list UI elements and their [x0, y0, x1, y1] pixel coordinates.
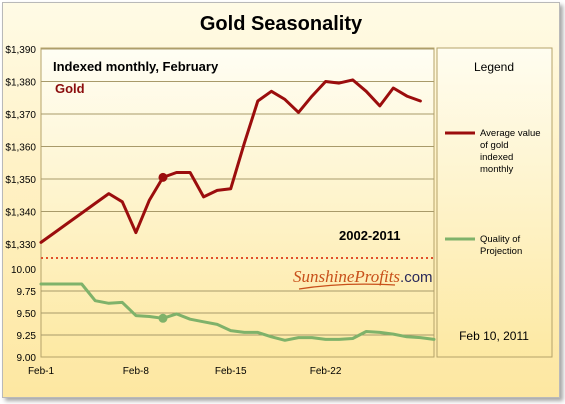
y-axis-ticks: $1,330 $1,340 $1,350 $1,360 $1,370 $1,380 $1,3… [5, 45, 36, 364]
x-tick-label: Feb-1 [28, 366, 55, 377]
y-tick-label-top: $1,370 [5, 110, 36, 121]
y-tick-label-top: $1,340 [5, 208, 36, 219]
series-line [39, 78, 422, 244]
highlight-point [158, 172, 168, 182]
y-tick-label-top: $1,330 [5, 240, 36, 251]
plot-area [40, 47, 435, 358]
chart-subtitle: Indexed monthly, February [53, 59, 219, 74]
highlight-point [158, 313, 168, 323]
grid [41, 48, 434, 336]
x-tick-label: Feb-22 [310, 366, 342, 377]
y-tick-label-top: $1,350 [5, 175, 36, 186]
date-label: Feb 10, 2011 [459, 329, 529, 343]
series-line [39, 282, 436, 342]
chart-frame: Gold Seasonality Legend Average value of… [2, 2, 560, 398]
y-tick-label-top: $1,390 [5, 45, 36, 56]
sunshine-profits-logo: SunshineProfits.com [293, 267, 433, 290]
x-tick-label: Feb-15 [215, 366, 247, 377]
chart-svg: Gold Seasonality Legend Average value of… [5, 13, 553, 377]
y-tick-label-bottom: 9.75 [17, 287, 37, 298]
legend-title: Legend [474, 60, 514, 74]
y-tick-label-bottom: 9.50 [17, 309, 37, 320]
chart-title: Gold Seasonality [200, 13, 363, 35]
y-tick-label-bottom: 9.25 [17, 331, 37, 342]
legend-label-quality: Quality of Projection [480, 234, 523, 257]
quality-series [39, 282, 436, 342]
y-tick-label-top: $1,360 [5, 143, 36, 154]
y-tick-label-top: $1,380 [5, 78, 36, 89]
legend-box [436, 47, 553, 358]
gold-label: Gold [55, 81, 85, 96]
gold-series [39, 78, 422, 244]
svg-text:SunshineProfits.com: SunshineProfits.com [293, 267, 433, 286]
x-axis-ticks: Feb-1 Feb-8 Feb-15 Feb-22 [28, 366, 342, 377]
y-tick-label-bottom: 10.00 [11, 265, 36, 276]
y-tick-label-bottom: 9.00 [17, 353, 37, 364]
x-tick-label: Feb-8 [123, 366, 150, 377]
legend-label-gold: Average value of gold indexed monthly [480, 128, 543, 175]
period-label: 2002-2011 [339, 228, 400, 243]
